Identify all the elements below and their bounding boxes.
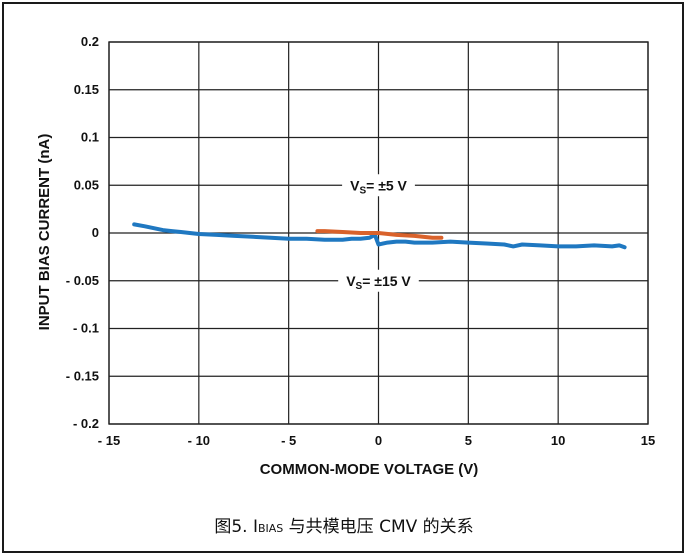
vs-annotation: VS= ±5 V (350, 177, 407, 196)
x-tick-label: - 5 (281, 433, 296, 448)
x-tick-label: 0 (375, 433, 382, 448)
caption-prefix: 图5. I (214, 517, 258, 537)
y-tick-label: 0.05 (74, 177, 99, 192)
annotation-subscript: S (359, 185, 366, 196)
plot-border-rect (108, 41, 649, 425)
annotation-background (342, 174, 415, 197)
series-line-2 (315, 229, 444, 240)
y-tick-label: 0 (92, 225, 99, 240)
y-tick-label: - 0.15 (66, 368, 99, 383)
chart-annotations: VS= ±5 VVS= ±15 V (338, 174, 419, 292)
y-tick-label: - 0.05 (66, 273, 99, 288)
annotation-subscript: S (356, 281, 363, 292)
annotation-main: V (346, 273, 356, 289)
y-tick-label: - 0.2 (73, 416, 99, 431)
x-tick-label: 5 (465, 433, 472, 448)
y-tick-label: - 0.1 (73, 321, 99, 336)
y-tick-label: 0.15 (74, 82, 99, 97)
y-tick-label: 0.2 (81, 34, 99, 49)
x-axis-title: COMMON-MODE VOLTAGE (V) (260, 461, 479, 478)
y-tick-label: 0.1 (81, 130, 99, 145)
vs-annotation: VS= ±15 V (346, 273, 411, 292)
caption-suffix: 与共模电压 CMV 的关系 (283, 517, 474, 537)
series-line-1 (132, 222, 627, 250)
annotation-background (338, 269, 419, 292)
figure-caption: 图5. IBIAS 与共模电压 CMV 的关系 (0, 512, 688, 537)
x-tick-label: 15 (641, 433, 655, 448)
data-series (132, 222, 627, 250)
x-tick-label: - 15 (98, 433, 120, 448)
y-tick-labels: 0.2 0.15 0.1 0.05 0 - 0.05 - 0.1 - 0.15 - 0.2 (66, 34, 99, 431)
annotation-rest: = ±5 V (366, 177, 407, 193)
x-tick-labels: - 15 - 10 - 5 0 5 10 15 (98, 433, 655, 448)
annotation-main: V (350, 177, 360, 193)
x-tick-label: 10 (551, 433, 565, 448)
caption-subscript: BIAS (257, 522, 284, 535)
plot-area-border (108, 41, 649, 425)
y-axis-title: INPUT BIAS CURRENT (nA) (36, 134, 53, 331)
x-tick-label: - 10 (188, 433, 210, 448)
annotation-rest: = ±15 V (362, 273, 411, 289)
